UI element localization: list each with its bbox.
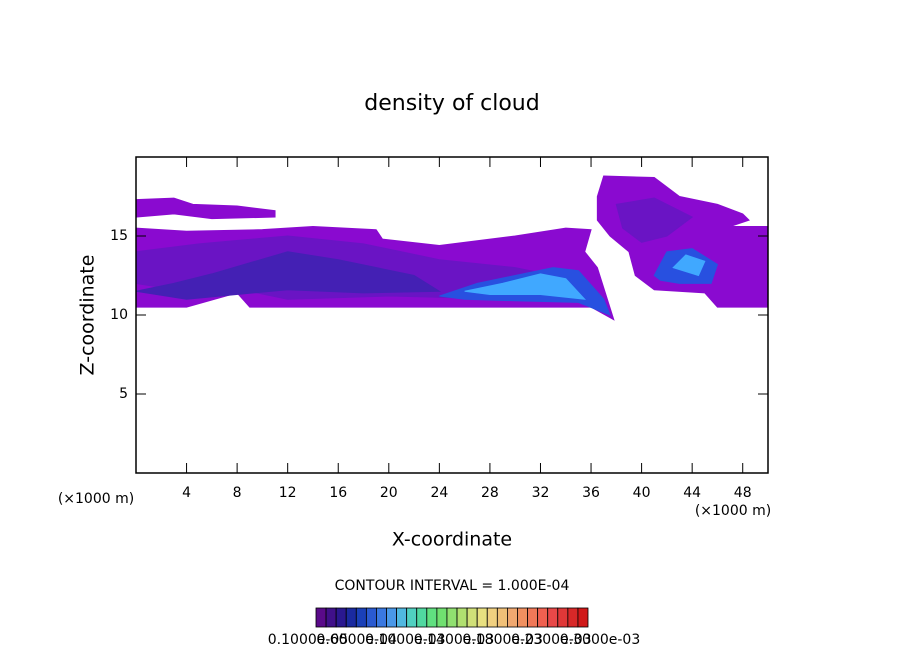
- colorbar-swatch: [486, 607, 498, 628]
- colorbar-swatch: [396, 607, 408, 628]
- colorbar-label: 0.1400e-03: [414, 632, 494, 648]
- colorbar-swatch: [547, 607, 559, 628]
- colorbar-swatch: [496, 607, 508, 628]
- cloud-region: [672, 254, 706, 277]
- colorbar-swatch: [376, 607, 387, 628]
- colorbar-swatch: [577, 607, 589, 628]
- colorbar-swatch: [406, 607, 418, 628]
- colorbar-label: 0.3000e-03: [560, 632, 640, 648]
- y-axis-label: Z-coordinate: [77, 255, 99, 376]
- x-tick-label: 4: [182, 485, 191, 501]
- x-unit-label: (×1000 m): [695, 503, 771, 519]
- y-tick-label: 10: [110, 307, 128, 323]
- colorbar-label: 0.6000e-04: [316, 632, 397, 648]
- x-tick-label: 48: [734, 485, 752, 501]
- chart-title: density of cloud: [364, 91, 539, 116]
- colorbar-swatch: [476, 607, 488, 628]
- y-unit-label: (×1000 m): [58, 491, 134, 507]
- x-tick-label: 20: [380, 485, 398, 501]
- x-tick-label: 8: [233, 485, 242, 501]
- colorbar-swatch: [315, 607, 327, 628]
- colorbar-swatch: [507, 607, 518, 628]
- x-tick-label: 12: [279, 485, 297, 501]
- cloud-region: [615, 197, 694, 243]
- colorbar-swatch: [456, 607, 468, 628]
- contour-interval: CONTOUR INTERVAL = 1.000E-04: [335, 578, 570, 594]
- colorbar-swatch: [537, 607, 549, 628]
- colorbar-swatch: [365, 607, 377, 628]
- x-tick-label: 40: [633, 485, 651, 501]
- y-tick-label: 15: [110, 228, 128, 244]
- colorbar-swatch: [335, 607, 347, 628]
- x-tick-label: 28: [481, 485, 499, 501]
- colorbar-label: 0.1000e-03: [365, 632, 445, 648]
- colorbar-swatch: [517, 607, 528, 628]
- x-tick-label: 32: [532, 485, 550, 501]
- cloud-region: [135, 251, 442, 300]
- colorbar-swatch: [355, 607, 367, 628]
- colorbar-label: 0.1800e-03: [462, 632, 542, 648]
- cloud-region: [135, 197, 276, 220]
- colorbar-swatch: [386, 607, 397, 628]
- colorbar-swatch: [446, 607, 458, 628]
- colorbar-swatch: [426, 607, 438, 628]
- colorbar-swatch: [416, 607, 428, 628]
- x-tick-label: 36: [582, 485, 600, 501]
- x-tick-label: 24: [430, 485, 448, 501]
- cloud-region: [464, 273, 586, 300]
- colorbar-swatch: [345, 607, 357, 628]
- colorbar-swatch: [325, 607, 337, 628]
- cloud-region: [596, 175, 769, 308]
- x-tick-label: 16: [329, 485, 347, 501]
- colorbar-swatch: [527, 607, 539, 628]
- colorbar-label: 0.2300e-03: [511, 632, 591, 648]
- x-tick-label: 44: [683, 485, 701, 501]
- colorbar-swatch: [436, 607, 448, 628]
- colorbar-label: 0.1000e-05: [268, 632, 348, 648]
- x-axis-label: X-coordinate: [392, 529, 512, 551]
- colorbar-swatch: [557, 607, 569, 628]
- colorbar-swatch: [567, 607, 579, 628]
- colorbar-swatch: [466, 607, 478, 628]
- y-tick-label: 5: [119, 386, 128, 402]
